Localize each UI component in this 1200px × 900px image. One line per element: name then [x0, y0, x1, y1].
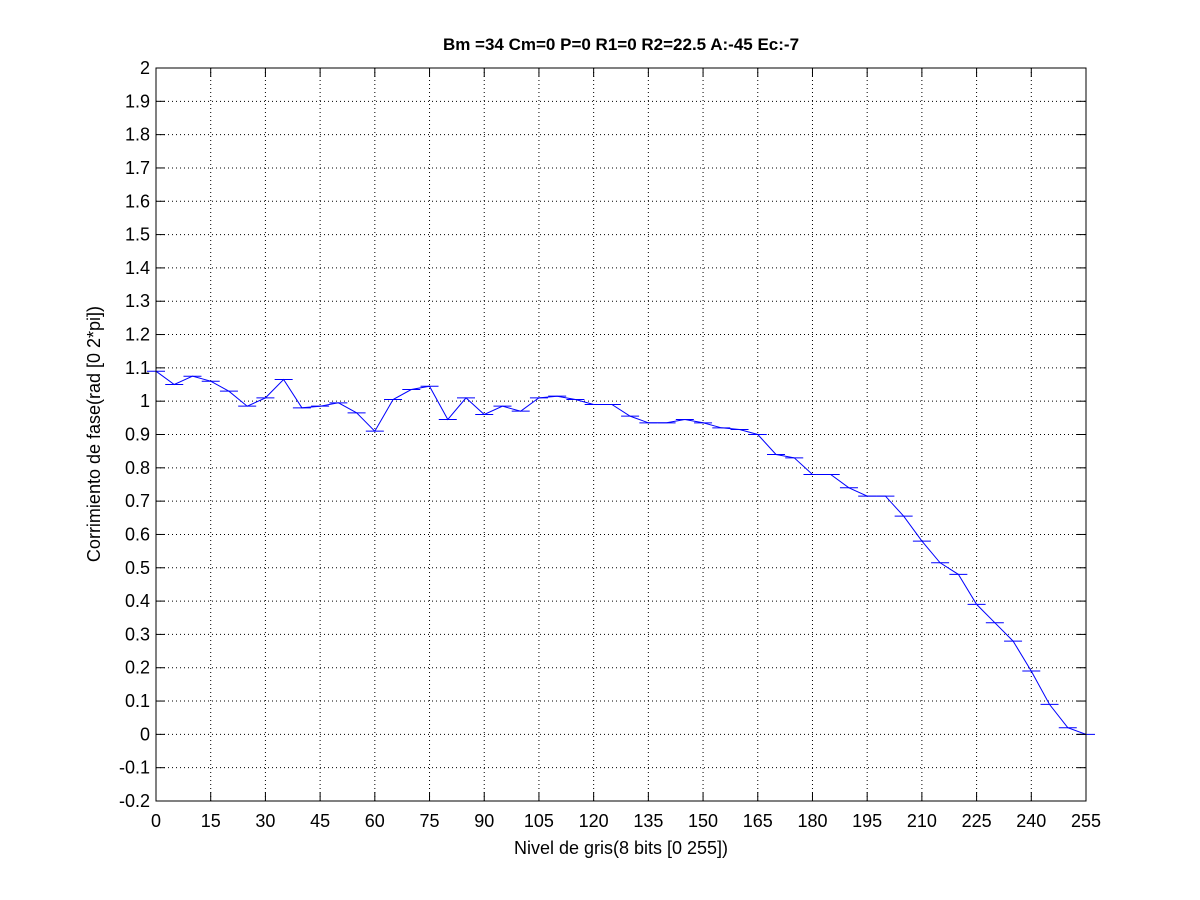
- x-tick-label: 255: [1071, 811, 1101, 831]
- y-tick-label: 1.1: [125, 358, 150, 378]
- y-tick-label: 0.3: [125, 624, 150, 644]
- x-tick-label: 195: [852, 811, 882, 831]
- y-tick-label: 1.9: [125, 91, 150, 111]
- y-tick-label: 1.3: [125, 291, 150, 311]
- y-tick-label: 1.8: [125, 125, 150, 145]
- y-tick-label: 1.7: [125, 158, 150, 178]
- x-tick-label: 225: [962, 811, 992, 831]
- y-tick-label: 0.2: [125, 658, 150, 678]
- y-tick-label: 0.7: [125, 491, 150, 511]
- y-tick-label: 1.6: [125, 191, 150, 211]
- y-tick-labels: -0.2 -0.1 0 0.1 0.2 0.3 0.4 0.5 0.6 0.7 0.8 0.9 1 1.1…: [119, 58, 150, 811]
- y-tick-label: 1: [140, 391, 150, 411]
- x-tick-label: 105: [524, 811, 554, 831]
- y-axis-label: Corrimiento de fase(rad [0 2*pi]): [84, 306, 104, 562]
- y-tick-label: 0.6: [125, 524, 150, 544]
- x-tick-label: 75: [420, 811, 440, 831]
- x-tick-label: 0: [151, 811, 161, 831]
- y-tick-label: 0: [140, 724, 150, 744]
- x-tick-label: 120: [579, 811, 609, 831]
- x-tick-label: 150: [688, 811, 718, 831]
- y-tick-label: 0.9: [125, 425, 150, 445]
- x-tick-label: 45: [310, 811, 330, 831]
- x-tick-label: 60: [365, 811, 385, 831]
- y-tick-label: 0.1: [125, 691, 150, 711]
- x-tick-label: 30: [255, 811, 275, 831]
- y-tick-label: 2: [140, 58, 150, 78]
- y-tick-label: 0.5: [125, 558, 150, 578]
- x-tick-label: 180: [797, 811, 827, 831]
- y-tick-label: 0.8: [125, 458, 150, 478]
- y-tick-label: 1.5: [125, 225, 150, 245]
- grid-lines: [156, 68, 1086, 801]
- y-tick-label: -0.1: [119, 758, 150, 778]
- x-tick-label: 15: [201, 811, 221, 831]
- x-tick-label: 240: [1016, 811, 1046, 831]
- y-tick-label: -0.2: [119, 791, 150, 811]
- series-line: [155, 370, 1087, 735]
- x-tick-labels: 0 15 30 45 60 75 90 105 120 135 150 165 180 195 210 225…: [151, 811, 1101, 831]
- x-tick-label: 165: [743, 811, 773, 831]
- data-series: [147, 370, 1095, 735]
- x-tick-label: 135: [633, 811, 663, 831]
- y-tick-label: 1.4: [125, 258, 150, 278]
- x-tick-label: 90: [474, 811, 494, 831]
- x-axis-label: Nivel de gris(8 bits [0 255]): [514, 838, 728, 858]
- y-tick-label: 0.4: [125, 591, 150, 611]
- tick-marks: [155, 67, 1087, 802]
- chart-title: Bm =34 Cm=0 P=0 R1=0 R2=22.5 A:-45 Ec:-7: [443, 35, 799, 54]
- x-tick-label: 210: [907, 811, 937, 831]
- y-tick-label: 1.2: [125, 325, 150, 345]
